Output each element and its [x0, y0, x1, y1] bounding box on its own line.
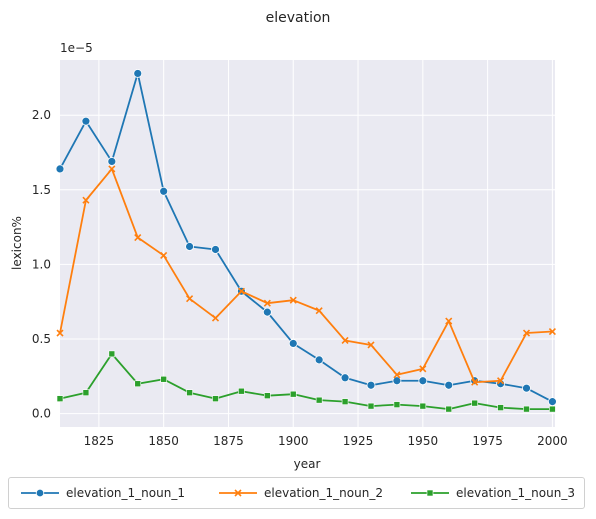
- y-axis-ticks: 0.0 0.5 1.0 1.5 2.0: [32, 108, 51, 420]
- data-point: [211, 245, 220, 254]
- data-point: [367, 341, 375, 349]
- data-point: [367, 402, 375, 410]
- y-tick-label: 2.0: [32, 108, 51, 122]
- legend-swatch-series-3: [411, 489, 449, 497]
- legend-label-series-2: elevation_1_noun_2: [264, 486, 383, 500]
- data-point: [56, 329, 64, 337]
- legend-swatch-series-2: [219, 489, 257, 497]
- data-point: [264, 392, 271, 399]
- data-point: [82, 389, 90, 396]
- data-point: [134, 233, 142, 242]
- x-tick-label: 1825: [84, 434, 115, 448]
- data-point: [237, 287, 245, 295]
- data-point: [315, 396, 323, 404]
- x-tick-label: 1875: [213, 434, 244, 448]
- data-point: [315, 307, 323, 315]
- chart-title: elevation: [266, 10, 331, 26]
- data-point: [160, 375, 167, 383]
- data-point: [393, 371, 401, 379]
- grid-lines: [60, 60, 555, 427]
- series-line-2: [59, 168, 553, 384]
- series-line-3: [59, 352, 553, 411]
- legend-label-series-1: elevation_1_noun_1: [66, 486, 185, 500]
- data-point: [523, 405, 530, 413]
- x-tick-label: 1975: [472, 434, 503, 448]
- data-point: [262, 307, 272, 317]
- data-point: [341, 398, 349, 405]
- data-point: [263, 299, 271, 307]
- y-tick-label: 0.0: [32, 407, 51, 421]
- series-2: [56, 165, 556, 386]
- data-point: [289, 390, 297, 398]
- data-point: [497, 377, 505, 385]
- data-point: [548, 397, 557, 407]
- data-point: [471, 399, 478, 407]
- data-point: [497, 404, 504, 411]
- data-point: [471, 378, 479, 386]
- data-point: [108, 350, 116, 358]
- legend-entry-series-3: elevation_1_noun_3: [411, 478, 575, 508]
- data-point: [134, 380, 142, 388]
- data-point: [211, 314, 220, 322]
- data-point: [522, 329, 531, 337]
- data-point: [186, 389, 193, 396]
- data-point: [186, 295, 194, 303]
- data-point: [289, 296, 297, 304]
- data-point: [107, 157, 117, 166]
- x-axis-label: year: [294, 457, 321, 471]
- data-point: [314, 355, 324, 365]
- data-point: [108, 165, 116, 173]
- data-point: [56, 395, 64, 402]
- data-point: [159, 186, 169, 196]
- data-point: [288, 339, 298, 348]
- data-point: [419, 402, 427, 410]
- legend-label-series-3: elevation_1_noun_3: [456, 486, 575, 500]
- data-point: [445, 317, 453, 325]
- data-point: [81, 116, 91, 126]
- data-point: [522, 383, 531, 393]
- y-axis-offset-label: 1e−5: [60, 41, 93, 55]
- chart-legend: elevation_1_noun_1 elevation_1_noun_2 el…: [8, 477, 585, 509]
- legend-entry-series-2: elevation_1_noun_2: [219, 478, 383, 508]
- y-tick-label: 1.0: [32, 257, 51, 271]
- data-point: [419, 365, 427, 373]
- data-point: [548, 327, 556, 336]
- data-point: [55, 164, 65, 174]
- data-point: [366, 380, 376, 390]
- x-tick-label: 1950: [408, 434, 439, 448]
- y-axis-label: lexicon%: [10, 216, 24, 270]
- data-point: [445, 405, 453, 413]
- data-point: [185, 242, 194, 251]
- data-point: [340, 373, 350, 383]
- data-point: [238, 387, 245, 395]
- series-3: [56, 350, 556, 413]
- x-axis-ticks: 1825 1850 1875 1900 1925 1950 1975 2000: [84, 434, 568, 448]
- y-tick-label: 1.5: [32, 183, 51, 197]
- x-tick-label: 1850: [148, 434, 179, 448]
- plot-area: [60, 60, 555, 427]
- data-point: [160, 251, 168, 260]
- data-point: [341, 336, 349, 345]
- x-tick-label: 2000: [537, 434, 568, 448]
- legend-entry-series-1: elevation_1_noun_1: [21, 478, 185, 508]
- data-point: [444, 380, 454, 390]
- data-point: [393, 401, 401, 408]
- x-tick-label: 1925: [343, 434, 374, 448]
- y-tick-label: 0.5: [32, 332, 51, 346]
- data-point: [133, 69, 143, 78]
- data-point: [418, 376, 428, 386]
- data-point: [212, 395, 219, 402]
- data-point: [82, 196, 90, 204]
- legend-swatch-series-1: [21, 488, 59, 498]
- data-point: [392, 376, 402, 386]
- x-tick-label: 1900: [278, 434, 309, 448]
- series-layer: [55, 69, 557, 413]
- data-point: [549, 405, 556, 413]
